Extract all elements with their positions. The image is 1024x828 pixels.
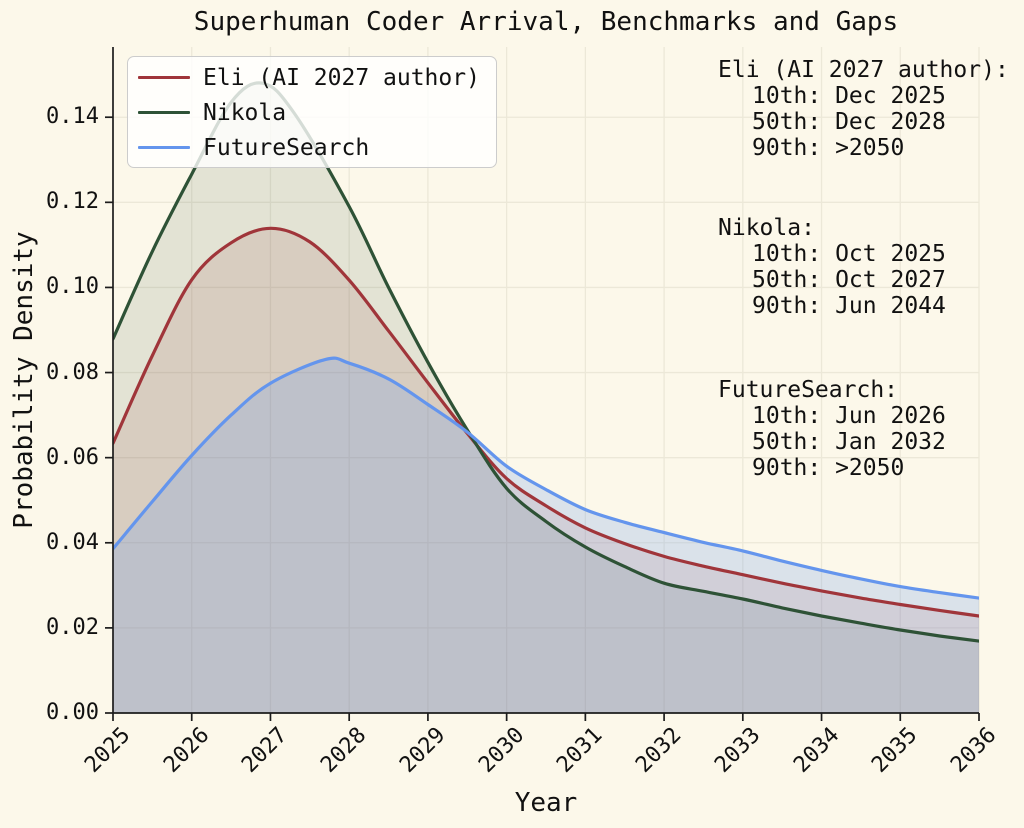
- y-tick-label: 0.00: [46, 700, 99, 725]
- annotation-heading: Nikola:: [718, 215, 815, 241]
- y-tick-label: 0.12: [46, 189, 99, 215]
- annotation-percentile-line: 50th: Dec 2028: [752, 109, 946, 135]
- legend-item: FutureSearch: [128, 130, 496, 165]
- legend-label: Eli (AI 2027 author): [203, 64, 480, 91]
- y-tick-label: 0.08: [46, 359, 99, 385]
- y-tick-label: 0.10: [46, 274, 99, 300]
- legend-label: FutureSearch: [203, 134, 370, 161]
- legend-label: Nikola: [203, 99, 287, 126]
- annotation-heading: FutureSearch:: [718, 377, 899, 403]
- legend-line-swatch: [138, 75, 190, 80]
- annotation-percentile-line: 90th: >2050: [752, 135, 905, 161]
- annotation-percentile-line: 10th: Jun 2026: [752, 403, 946, 429]
- legend: Eli (AI 2027 author) Nikola FutureSearch: [127, 56, 497, 168]
- annotation-percentile-line: 90th: Jun 2044: [752, 293, 946, 319]
- annotation-block: FutureSearch: 10th: Jun 2026 50th: Jan 203…: [718, 377, 946, 481]
- area-fill-0: [113, 228, 979, 713]
- annotation-percentile-line: 50th: Jan 2032: [752, 429, 946, 455]
- density-curve-0: [113, 226, 979, 618]
- chart-title: Superhuman Coder Arrival, Benchmarks and…: [193, 7, 899, 37]
- x-axis-label: Year: [514, 788, 578, 818]
- legend-item: Nikola: [128, 95, 496, 130]
- annotation-block: Eli (AI 2027 author): 10th: Dec 2025 50th:…: [718, 57, 1009, 161]
- legend-item: Eli (AI 2027 author): [128, 60, 496, 95]
- annotation-percentile-line: 10th: Oct 2025: [752, 241, 946, 267]
- area-fill-2: [113, 358, 979, 713]
- y-tick-label: 0.14: [46, 104, 99, 130]
- annotation-block: Nikola: 10th: Oct 2025 50th: Oct 2027 90th:…: [718, 215, 946, 319]
- annotation-percentile-line: 50th: Oct 2027: [752, 267, 946, 293]
- y-tick-label: 0.04: [46, 529, 99, 555]
- area-fill-1: [113, 82, 979, 713]
- legend-line-swatch: [138, 145, 190, 150]
- y-tick-label: 0.02: [46, 614, 99, 640]
- annotation-percentile-line: 10th: Dec 2025: [752, 83, 946, 109]
- annotation-heading: Eli (AI 2027 author):: [718, 57, 1009, 83]
- y-tick-label: 0.06: [46, 444, 99, 470]
- annotation-percentile-line: 90th: >2050: [752, 455, 905, 481]
- density-curve-2: [113, 356, 979, 600]
- legend-line-swatch: [138, 110, 190, 115]
